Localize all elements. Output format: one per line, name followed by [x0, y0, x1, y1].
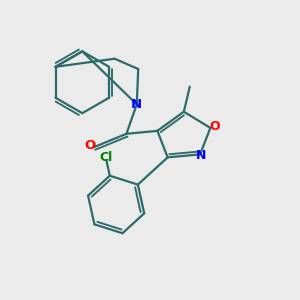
- Text: O: O: [84, 139, 95, 152]
- Text: N: N: [131, 98, 142, 111]
- Text: N: N: [196, 149, 207, 162]
- Text: Cl: Cl: [99, 151, 112, 164]
- Text: O: O: [209, 120, 220, 133]
